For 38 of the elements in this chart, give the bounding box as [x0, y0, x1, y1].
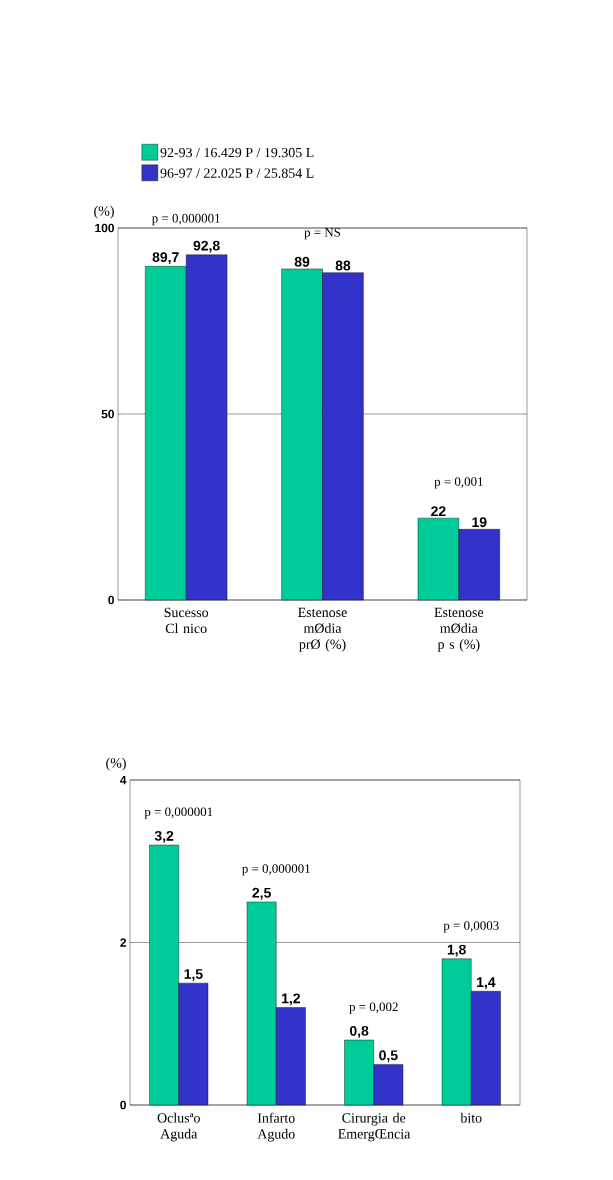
annotation: p = 0,002: [349, 1002, 398, 1014]
text: p = 0,000001: [151, 213, 220, 226]
x-tick-label: Estenose mØdia prØ (%): [298, 607, 347, 652]
y-axis-title: (%): [106, 757, 126, 771]
data-label: 1,8: [447, 944, 466, 957]
data-label: 1,2: [282, 993, 301, 1006]
annotation: p = 0,001: [434, 477, 483, 489]
data-label: 22: [431, 506, 446, 516]
y-axis-title: (%): [94, 205, 114, 219]
annotation: p = 0,000001: [144, 807, 213, 819]
x-tick-label: Oclusªo Aguda: [157, 1112, 200, 1142]
x-tick-label: Cirurgia de EmergŒncia: [338, 1112, 411, 1142]
annotation: p = 0,000001: [242, 864, 310, 876]
data-label: 1,4: [477, 977, 496, 990]
legend-label: 96-97 / 22.025 P / 25.854 L: [160, 168, 314, 178]
y-tick-label: 2: [120, 938, 126, 947]
data-label: 89,7: [152, 252, 179, 265]
data-label: 89: [294, 256, 310, 267]
legend-label: 92-93 / 16.429 P / 19.305 L: [160, 147, 314, 158]
x-tick-label: Sucesso Cl nico: [164, 607, 209, 634]
annotation: p = 0,0003: [443, 921, 499, 933]
data-label: 2,5: [252, 887, 271, 900]
data-label: 92,8: [193, 240, 220, 253]
y-tick-label: 100: [95, 223, 114, 233]
y-tick-label: 4: [120, 775, 127, 785]
x-tick-label: bito: [460, 1112, 482, 1123]
y-tick-label: 0: [120, 1100, 126, 1110]
x-tick-label: Estenose mØdia p s (%): [434, 607, 484, 652]
y-tick-label: 50: [101, 409, 114, 419]
data-label: 19: [472, 517, 487, 528]
data-label: 88: [335, 260, 351, 271]
y-tick-label: 0: [108, 595, 114, 605]
data-label: 3,2: [154, 830, 174, 843]
data-label: 0,5: [379, 1050, 398, 1063]
data-label: 1,5: [184, 969, 203, 981]
annotation: p = NS: [304, 228, 341, 240]
data-label: 0,8: [349, 1025, 369, 1038]
x-tick-label: Infarto Agudo: [257, 1112, 295, 1142]
